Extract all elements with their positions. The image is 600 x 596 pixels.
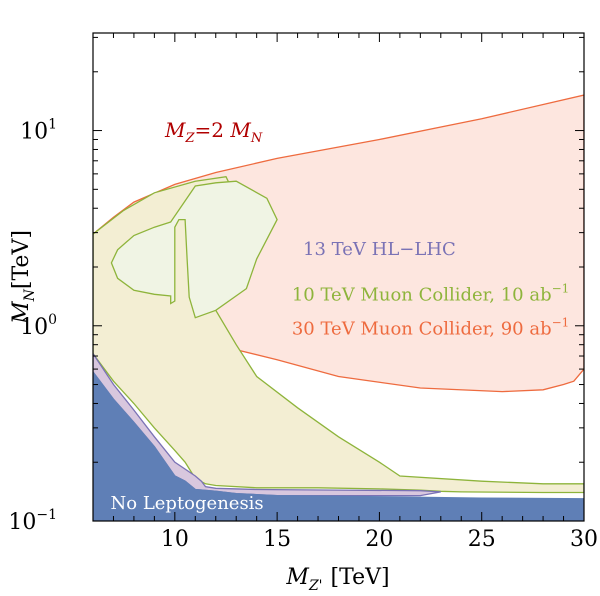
y-tick-label: 101 [20, 117, 57, 145]
x-tick-label: 25 [468, 527, 496, 552]
region-label-superscript: −1 [552, 316, 570, 330]
x-axis-title-main: M [285, 565, 309, 590]
mass-relation-rhs: M [229, 118, 251, 142]
x-tick-label: 10 [161, 527, 189, 552]
mass-relation-annotation: MZ=2 MN [164, 118, 263, 146]
region-label: 10 TeV Muon Collider, 10 ab−1 [292, 281, 570, 305]
y-tick-label: 10−1 [8, 507, 57, 535]
region-label: No Leptogenesis [111, 493, 264, 514]
region-label: 13 TeV HL−LHC [303, 239, 456, 260]
x-axis-title-sub: Z' [308, 578, 323, 594]
y-tick-exponent: 1 [48, 117, 57, 133]
region-label-superscript: −1 [552, 281, 570, 295]
region-labels: 13 TeV HL−LHC 10 TeV Muon Collider, 10 ab… [111, 239, 570, 514]
y-axis-title-unit: [TeV] [9, 230, 34, 289]
mass-relation-lhs: M [164, 118, 186, 142]
x-tick-label: 30 [570, 527, 598, 552]
region-label: 30 TeV Muon Collider, 90 ab−1 [292, 316, 570, 340]
y-tick-exponent: −1 [36, 507, 57, 523]
x-tick-label: 15 [263, 527, 291, 552]
y-tick-exponent: 0 [48, 312, 57, 328]
y-axis-title: MN[TeV] [9, 230, 38, 325]
y-axis-title-main: M [9, 301, 34, 325]
x-tick-label: 20 [365, 527, 393, 552]
mass-relation-lhs-sub: Z [184, 131, 195, 146]
mass-relation-mid: =2 [195, 118, 231, 142]
y-axis-title-sub: N [22, 288, 38, 302]
x-axis-title-unit: [TeV] [331, 565, 390, 590]
x-axis-title: MZ' [TeV] [285, 565, 389, 594]
region-inner-green-island [110, 180, 278, 319]
plot-area [93, 94, 584, 521]
region-no-leptogenesis [93, 370, 584, 521]
mass-relation-rhs-sub: N [250, 131, 263, 146]
